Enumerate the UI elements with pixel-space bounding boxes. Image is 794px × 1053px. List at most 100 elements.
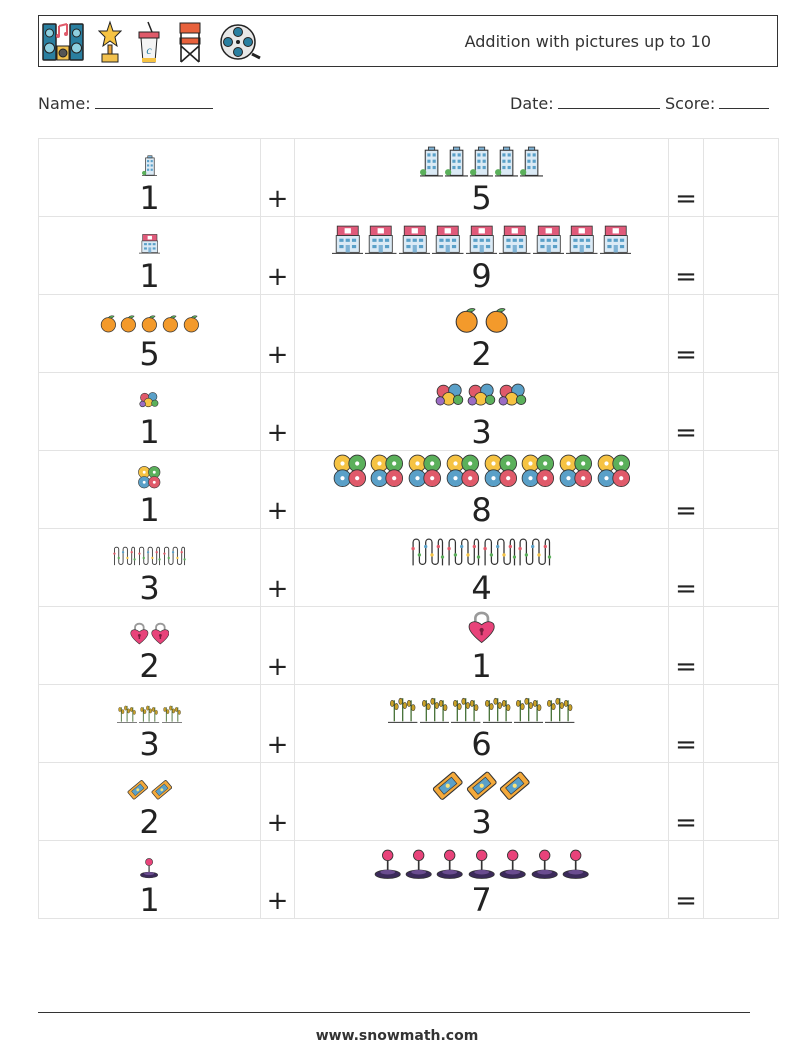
left-addend: 1	[139, 257, 160, 295]
plus-cell: +	[260, 606, 295, 685]
balloons-icon	[498, 382, 527, 415]
equals-cell: =	[668, 606, 704, 685]
wheat-icon	[419, 694, 450, 727]
balloons-icon	[467, 382, 496, 415]
date-blank[interactable]	[557, 92, 660, 109]
clover-icon	[137, 465, 161, 493]
building-icon	[141, 155, 158, 181]
plus-sign: +	[266, 418, 289, 448]
right-addend-cell: 1	[294, 606, 669, 685]
joystick-icon	[373, 848, 402, 884]
answer-cell[interactable]	[703, 762, 779, 841]
orange-icon	[140, 314, 159, 337]
clover-icon	[558, 453, 594, 493]
clover-icon	[483, 453, 519, 493]
left-pictures	[117, 703, 182, 727]
plus-cell: +	[260, 762, 295, 841]
worksheet-title: Addition with pictures up to 10	[464, 32, 711, 51]
equals-sign: =	[675, 418, 697, 448]
equals-sign: =	[675, 496, 697, 526]
hotel-icon	[532, 224, 565, 260]
building-icon	[469, 146, 494, 182]
score-blank[interactable]	[719, 92, 770, 109]
joystick-icon	[467, 848, 496, 884]
answer-cell[interactable]	[703, 372, 779, 451]
left-addend-cell: 2	[38, 762, 261, 841]
ticket-icon	[432, 770, 464, 806]
right-addend-cell: 9	[294, 216, 669, 295]
joystick-icon	[139, 857, 159, 883]
right-addend: 2	[471, 335, 492, 373]
right-addend: 9	[471, 257, 492, 295]
plus-sign: +	[266, 652, 289, 682]
problem-row: 1 + 8 =	[38, 450, 779, 529]
plus-cell: +	[260, 138, 295, 217]
answer-cell[interactable]	[703, 684, 779, 763]
right-pictures	[468, 609, 495, 649]
joystick-icon	[530, 848, 559, 884]
right-pictures	[331, 224, 632, 260]
answer-cell[interactable]	[703, 138, 779, 217]
left-pictures	[130, 621, 169, 649]
orange-icon	[99, 314, 118, 337]
clover-icon	[596, 453, 632, 493]
plus-cell: +	[260, 528, 295, 607]
heart-lock-icon	[130, 621, 149, 649]
answer-cell[interactable]	[703, 294, 779, 373]
right-addend-cell: 5	[294, 138, 669, 217]
answer-cell[interactable]	[703, 606, 779, 685]
balloons-icon	[139, 391, 159, 415]
equals-cell: =	[668, 450, 704, 529]
right-addend: 1	[471, 647, 492, 685]
problem-row: 1 + 9 =	[38, 216, 779, 295]
score-field: Score:	[665, 92, 770, 113]
left-pictures	[113, 545, 186, 571]
footer-site: www.snowmath.com	[315, 1028, 479, 1044]
wheat-icon	[117, 703, 138, 727]
right-addend: 3	[471, 803, 492, 841]
hotel-icon	[331, 224, 364, 260]
right-addend-cell: 4	[294, 528, 669, 607]
hotel-icon	[499, 224, 531, 260]
left-addend-cell: 1	[38, 138, 261, 217]
heart-lock-icon	[150, 621, 170, 649]
answer-cell[interactable]	[703, 216, 779, 295]
answer-cell[interactable]	[703, 840, 779, 919]
left-pictures	[139, 857, 159, 883]
left-addend: 1	[139, 413, 160, 451]
left-addend-cell: 3	[38, 684, 261, 763]
right-pictures	[453, 306, 510, 337]
orange-icon	[453, 306, 480, 337]
string-lights-icon	[138, 545, 161, 571]
answer-cell[interactable]	[703, 450, 779, 529]
equals-sign: =	[675, 340, 697, 370]
left-pictures	[139, 391, 159, 415]
equals-sign: =	[675, 184, 697, 214]
string-lights-icon	[482, 536, 517, 572]
plus-sign: +	[266, 340, 289, 370]
equals-cell: =	[668, 762, 704, 841]
hotel-icon	[398, 224, 431, 260]
plus-sign: +	[266, 184, 289, 214]
problem-row: 3 + 4 =	[38, 528, 779, 607]
hotel-icon	[599, 224, 632, 260]
equals-cell: =	[668, 138, 704, 217]
string-lights-icon	[518, 536, 552, 572]
joystick-icon	[435, 848, 464, 884]
clover-icon	[520, 453, 556, 493]
left-addend: 1	[139, 179, 160, 217]
equals-cell: =	[668, 528, 704, 607]
right-pictures	[435, 382, 527, 415]
hotel-icon	[365, 224, 397, 260]
answer-cell[interactable]	[703, 528, 779, 607]
plus-sign: +	[266, 262, 289, 292]
left-addend-cell: 1	[38, 372, 261, 451]
name-blank[interactable]	[94, 92, 213, 109]
right-addend-cell: 6	[294, 684, 669, 763]
plus-cell: +	[260, 294, 295, 373]
right-addend-cell: 3	[294, 372, 669, 451]
right-addend: 4	[471, 569, 492, 607]
svg-text:c: c	[146, 43, 152, 57]
hotel-icon	[566, 224, 598, 260]
left-addend: 2	[139, 647, 160, 685]
